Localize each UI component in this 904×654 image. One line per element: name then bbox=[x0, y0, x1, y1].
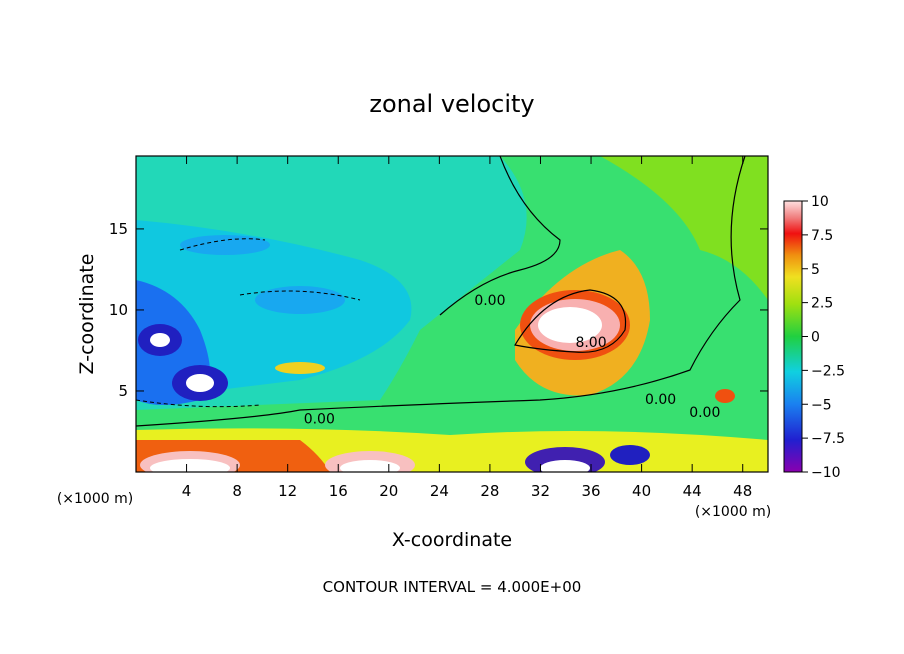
x-tick-label: 48 bbox=[733, 482, 752, 500]
x-tick-label: 20 bbox=[379, 482, 398, 500]
colorbar-tick-label: −2.5 bbox=[811, 363, 845, 379]
y-axis: 5 10 15 bbox=[109, 220, 768, 400]
colorbar-ticks: 10 7.5 5 2.5 0 −2.5 −5 −7.5 −10 bbox=[802, 194, 845, 481]
colorbar-tick-label: −5 bbox=[811, 397, 832, 413]
colorbar-tick-label: 0 bbox=[811, 330, 820, 346]
x-tick-label: 12 bbox=[278, 482, 297, 500]
x-tick-label: 8 bbox=[232, 482, 242, 500]
x-tick-label: 36 bbox=[581, 482, 600, 500]
x-axis-label: X-coordinate bbox=[392, 529, 512, 551]
contour-label: 8.00 bbox=[575, 335, 606, 351]
x-unit-left: (×1000 m) bbox=[57, 491, 133, 507]
colorbar-tick-label: 5 bbox=[811, 262, 820, 278]
x-tick-label: 28 bbox=[480, 482, 499, 500]
x-tick-label: 44 bbox=[683, 482, 702, 500]
contour-label: 0.00 bbox=[689, 405, 720, 421]
heatmap-field bbox=[136, 156, 768, 472]
colorbar bbox=[783, 200, 803, 473]
y-tick-label: 5 bbox=[118, 382, 128, 400]
y-tick-label: 10 bbox=[109, 301, 128, 319]
colorbar-tick-label: −7.5 bbox=[811, 431, 845, 447]
contour-label: 0.00 bbox=[304, 411, 335, 427]
colorbar-tick-label: 7.5 bbox=[811, 228, 833, 244]
contour-labels: 0.00 8.00 0.00 0.00 0.00 bbox=[304, 293, 721, 427]
chart-title: zonal velocity bbox=[369, 90, 534, 118]
colorbar-tick-label: 10 bbox=[811, 194, 829, 210]
colorbar-tick-label: 2.5 bbox=[811, 296, 833, 312]
y-tick-label: 15 bbox=[109, 220, 128, 238]
x-tick-label: 40 bbox=[632, 482, 651, 500]
y-axis-label: Z-coordinate bbox=[76, 254, 98, 375]
x-tick-label: 4 bbox=[182, 482, 192, 500]
x-tick-label: 16 bbox=[329, 482, 348, 500]
x-axis: 4 8 12 16 20 24 28 32 36 40 44 48 bbox=[182, 156, 752, 500]
contour-label: 0.00 bbox=[474, 293, 505, 309]
x-unit-right: (×1000 m) bbox=[695, 504, 771, 520]
contour-label: 0.00 bbox=[645, 392, 676, 408]
x-tick-label: 32 bbox=[531, 482, 550, 500]
x-tick-label: 24 bbox=[430, 482, 449, 500]
plot-frame bbox=[135, 155, 769, 473]
contour-interval: CONTOUR INTERVAL = 4.000E+00 bbox=[323, 578, 582, 596]
colorbar-tick-label: −10 bbox=[811, 465, 841, 481]
